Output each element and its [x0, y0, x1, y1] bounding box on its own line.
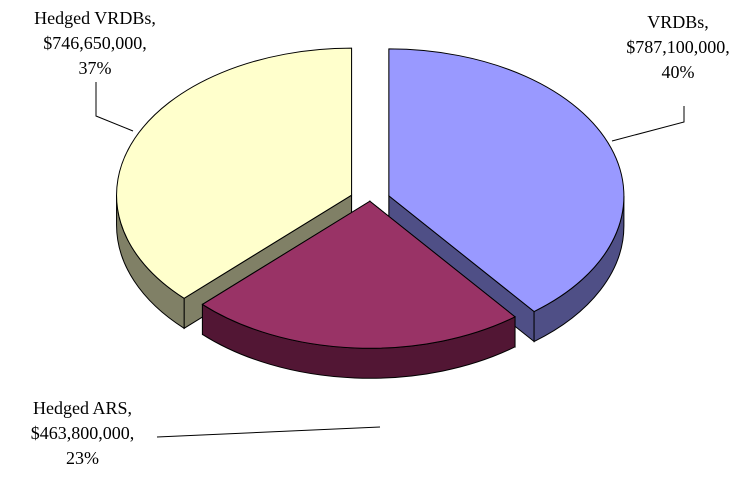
- pie-slice-top-vrdbs: [388, 48, 625, 313]
- data-label-hedged-vrdbs-name: Hedged VRDBs,: [34, 8, 156, 28]
- data-label-hedged-vrdbs-percent: 37%: [78, 58, 112, 78]
- pie-slice-top-hedged-ars: [201, 200, 516, 349]
- data-label-hedged-ars-name: Hedged ARS,: [33, 398, 132, 418]
- leader-line-hedged-vrdbs: [95, 82, 134, 132]
- data-label-hedged-ars-percent: 23%: [66, 448, 99, 468]
- leader-line-hedged-ars: [156, 426, 381, 438]
- data-label-hedged-vrdbs-value: $746,650,000,: [43, 33, 147, 53]
- data-label-hedged-ars: Hedged ARS, $463,800,000, 23%: [0, 396, 165, 471]
- pie-slice-top-hedged-vrdbs: [116, 47, 353, 299]
- data-label-vrdbs-value: $787,100,000,: [626, 37, 730, 57]
- leader-line-vrdbs: [611, 106, 685, 142]
- data-label-vrdbs: VRDBs, $787,100,000, 40%: [598, 10, 756, 85]
- data-label-hedged-ars-value: $463,800,000,: [30, 423, 135, 443]
- pie-slice-hedged-ars: [201, 200, 516, 379]
- data-label-hedged-vrdbs: Hedged VRDBs, $746,650,000, 37%: [0, 6, 190, 81]
- data-label-vrdbs-percent: 40%: [661, 62, 695, 82]
- data-label-vrdbs-name: VRDBs,: [647, 12, 709, 32]
